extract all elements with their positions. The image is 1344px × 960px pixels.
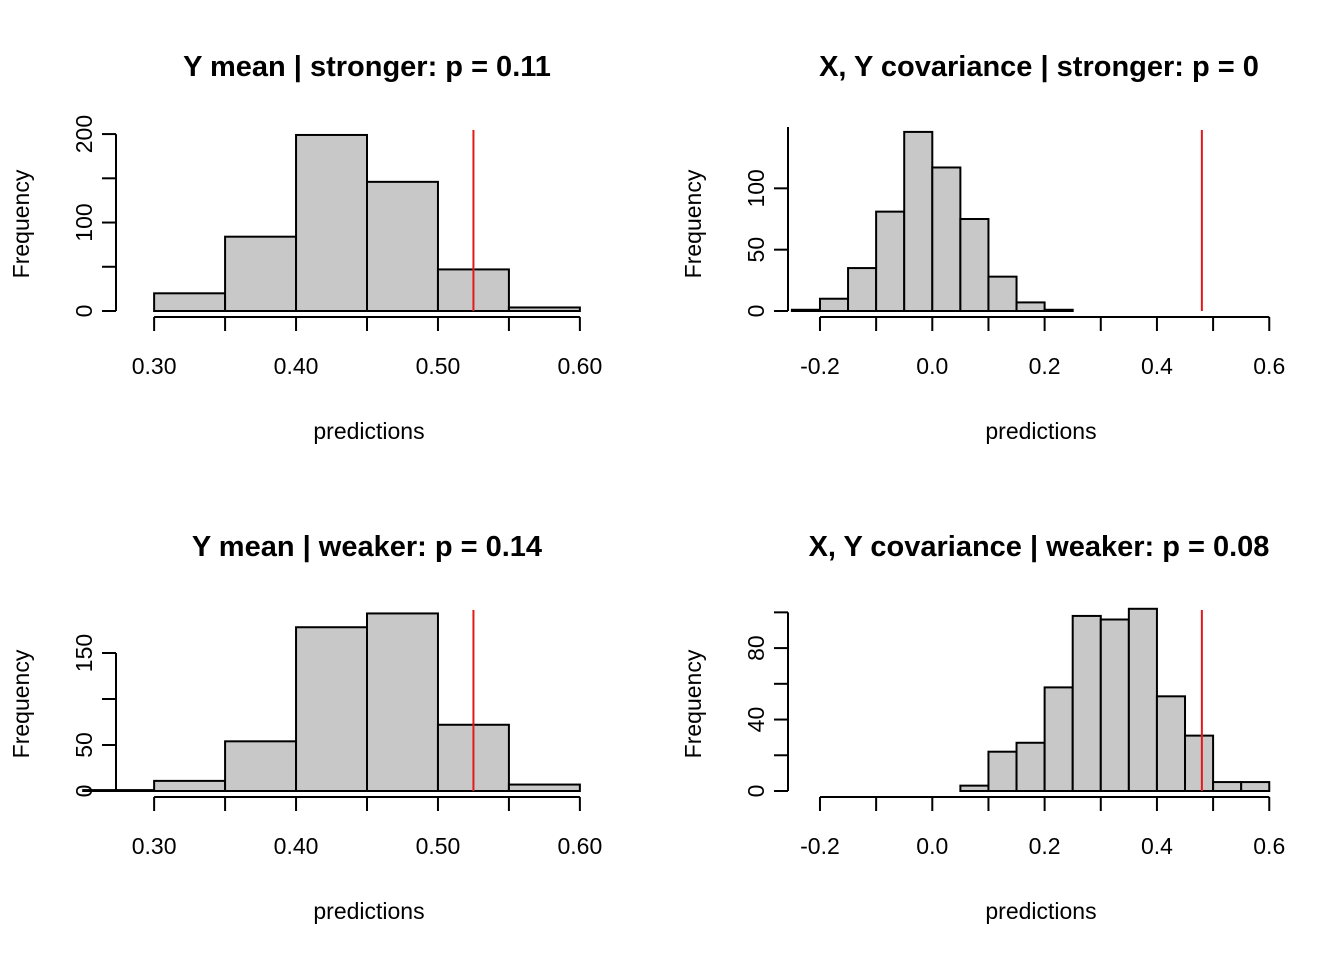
histogram-bar <box>1127 607 1158 793</box>
histogram-bar <box>987 750 1018 793</box>
x-tick-label: -0.2 <box>800 353 840 379</box>
histogram-bar <box>295 133 369 312</box>
histogram-bar <box>1212 781 1243 792</box>
x-tick-label: 0.6 <box>1253 833 1285 859</box>
histogram-bar <box>224 235 298 312</box>
histogram-panel-4: X, Y covariance | weaker: p = 0.08 -0.2 0.… <box>680 531 1285 924</box>
histogram-bar <box>1015 741 1046 792</box>
y-tick-label: 0 <box>743 305 769 318</box>
histogram-bar <box>1155 695 1187 792</box>
x-tick-label: 0.0 <box>916 353 948 379</box>
histogram-panel-3: Y mean | weaker: p = 0.14 0.30 0.40 0.50 0.6… <box>8 531 602 924</box>
x-axis-label: predictions <box>985 418 1096 444</box>
chart-title: X, Y covariance | weaker: p = 0.08 <box>809 531 1270 563</box>
x-tick-label: 0.2 <box>1029 353 1061 379</box>
x-tick-label: 0.50 <box>416 353 461 379</box>
y-tick-label: 0 <box>71 305 97 318</box>
x-tick-label: 0.4 <box>1141 353 1173 379</box>
y-tick-label: 50 <box>71 732 97 758</box>
histogram-bar <box>507 783 581 792</box>
chart-title: X, Y covariance | stronger: p = 0 <box>819 51 1259 83</box>
histogram-bar <box>818 297 850 313</box>
chart-title: Y mean | weaker: p = 0.14 <box>192 531 542 563</box>
histogram-bar <box>153 779 227 793</box>
histogram-bar <box>295 626 369 792</box>
x-axis-label: predictions <box>313 898 424 924</box>
histogram-bar <box>931 166 962 312</box>
histogram-bar <box>790 308 821 313</box>
x-tick-label: 0.0 <box>916 833 948 859</box>
x-tick-label: -0.2 <box>800 833 840 859</box>
histogram-bar <box>366 180 439 312</box>
x-tick-label: 0.4 <box>1141 833 1173 859</box>
histogram-bar <box>1184 734 1215 792</box>
histogram-panel-2: X, Y covariance | stronger: p = 0 -0.2 0.0… <box>680 51 1285 444</box>
x-tick-label: 0.60 <box>557 833 602 859</box>
x-axis-label: predictions <box>985 898 1096 924</box>
x-tick-label: 0.40 <box>274 833 319 859</box>
y-axis-label: Frequency <box>680 169 706 278</box>
y-tick-label: 100 <box>743 169 769 207</box>
histogram-bar <box>959 784 990 792</box>
y-axis-label: Frequency <box>680 649 706 758</box>
x-tick-label: 0.30 <box>132 833 177 859</box>
y-tick-label: 80 <box>743 635 769 661</box>
histogram-bar <box>987 275 1018 312</box>
x-tick-label: 0.2 <box>1029 833 1061 859</box>
histogram-bar <box>959 218 990 312</box>
x-tick-label: 0.6 <box>1253 353 1285 379</box>
histogram-bar <box>903 130 934 312</box>
histogram-panel-1: Y mean | stronger: p = 0.11 0.30 0.40 0.50 0… <box>8 51 602 444</box>
y-tick-label: 0 <box>743 785 769 798</box>
histogram-bar <box>366 612 439 792</box>
histogram-bar <box>153 292 227 312</box>
histogram-bar <box>847 267 878 313</box>
histogram-bar <box>1240 781 1271 792</box>
x-tick-label: 0.60 <box>557 353 602 379</box>
histogram-bar <box>875 210 906 312</box>
y-tick-label: 100 <box>71 203 97 241</box>
x-axis-label: predictions <box>313 418 424 444</box>
x-tick-label: 0.40 <box>274 353 319 379</box>
histogram-bar <box>1043 686 1074 793</box>
histogram-bar <box>1043 308 1074 313</box>
chart-title: Y mean | stronger: p = 0.11 <box>183 51 551 83</box>
x-tick-label: 0.30 <box>132 353 177 379</box>
y-tick-label: 0 <box>71 785 97 798</box>
histogram-bar <box>224 740 298 793</box>
y-tick-label: 50 <box>743 237 769 263</box>
x-tick-label: 0.50 <box>416 833 461 859</box>
histogram-bar <box>1071 614 1102 793</box>
y-axis-label: Frequency <box>8 169 34 278</box>
y-tick-label: 200 <box>71 115 97 153</box>
y-axis-label: Frequency <box>8 649 34 758</box>
y-tick-label: 40 <box>743 707 769 733</box>
y-tick-label: 150 <box>71 634 97 672</box>
histogram-bar <box>507 306 581 313</box>
histogram-bar <box>1099 618 1130 793</box>
histogram-bar <box>1015 301 1046 312</box>
